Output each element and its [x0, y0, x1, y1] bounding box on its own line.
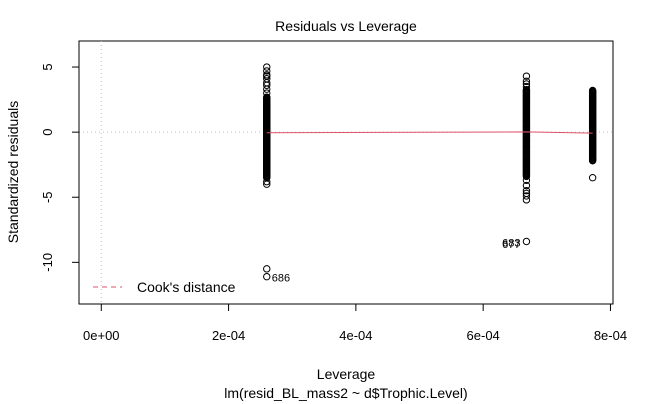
legend: Cook's distance: [93, 279, 236, 295]
legend-label-cooks-distance: Cook's distance: [137, 279, 236, 295]
x-tick-label: 4e-04: [339, 328, 372, 343]
data-point-outlier: [263, 63, 271, 71]
data-point-outlier: [263, 85, 271, 93]
data-point: [588, 86, 597, 95]
smoother-line: [266, 131, 593, 134]
data-point-outlier: [522, 82, 531, 91]
point-label-683: 683: [502, 238, 520, 250]
data-point-outlier: [522, 196, 531, 204]
data-point-outlier: [522, 187, 531, 195]
cluster-1: [522, 72, 531, 246]
chart-title: Residuals vs Leverage: [275, 18, 417, 34]
data-point-outlier: [522, 181, 531, 190]
x-tick-label: 0e+00: [83, 328, 120, 343]
x-tick-label: 2e-04: [212, 328, 245, 343]
data-point-outlier: [522, 176, 531, 185]
point-label-686: 686: [272, 273, 290, 285]
y-tick-label: 0: [40, 129, 55, 136]
data-point-outlier: [263, 180, 271, 188]
chart-subtitle: lm(resid_BL_mass2 ~ d$Trophic.Level): [224, 385, 467, 401]
data-point-outlier: [263, 265, 271, 273]
x-tick-label: 8e-04: [594, 328, 627, 343]
x-axis-label: Leverage: [317, 366, 376, 382]
data-point-outlier: [522, 72, 531, 80]
data-point-outlier: [522, 80, 531, 88]
data-point: [522, 85, 531, 94]
point-label-677: 677: [502, 239, 520, 251]
data-point-outlier: [263, 89, 271, 97]
data-point-outlier: [522, 237, 531, 246]
data-points: [263, 63, 597, 281]
y-tick-label: -5: [40, 191, 55, 203]
cluster-2: [588, 86, 597, 182]
y-axis-label: Standardized residuals: [5, 101, 21, 243]
y-axis: 5 0 -5 -10: [40, 63, 80, 272]
data-point: [263, 93, 271, 101]
data-point-outlier: [522, 192, 531, 200]
x-axis: 0e+00 2e-04 4e-04 6e-04 8e-04: [83, 303, 627, 343]
data-point-outlier: [263, 272, 271, 281]
x-tick-label: 6e-04: [467, 328, 500, 343]
data-point-outlier: [263, 67, 271, 75]
data-point-outlier: [263, 177, 271, 186]
data-point-outlier: [263, 81, 271, 89]
data-point-outlier: [522, 77, 531, 86]
y-tick-label: 5: [40, 63, 55, 70]
data-point-outlier: [588, 174, 597, 182]
cluster-0: [263, 63, 271, 281]
y-tick-label: -10: [40, 253, 55, 272]
